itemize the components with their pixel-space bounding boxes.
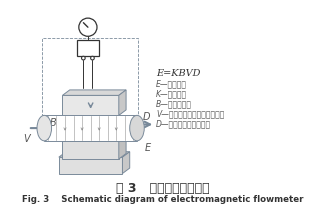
Text: E—感应电势: E—感应电势 (156, 79, 187, 88)
Circle shape (82, 56, 85, 60)
Circle shape (91, 56, 94, 60)
Polygon shape (59, 157, 123, 174)
Text: D—测量管道截面的内径: D—测量管道截面的内径 (156, 119, 211, 128)
Text: E=KBVD: E=KBVD (156, 69, 201, 78)
Ellipse shape (37, 115, 52, 141)
Polygon shape (62, 135, 126, 141)
Polygon shape (123, 152, 130, 174)
Text: K—仪表常数: K—仪表常数 (156, 89, 187, 98)
Text: V: V (23, 134, 30, 144)
Text: B: B (50, 118, 57, 128)
Text: D: D (142, 112, 150, 122)
Polygon shape (119, 135, 126, 159)
Circle shape (79, 18, 97, 36)
Text: E: E (145, 143, 151, 153)
Text: 图 3   电磁流量计原理图: 图 3 电磁流量计原理图 (116, 182, 209, 195)
Polygon shape (44, 115, 137, 141)
Polygon shape (62, 90, 126, 95)
Polygon shape (62, 95, 119, 115)
Polygon shape (59, 152, 130, 157)
Text: B—磁感应强度: B—磁感应强度 (156, 99, 192, 108)
Ellipse shape (130, 115, 144, 141)
Polygon shape (119, 90, 126, 115)
Polygon shape (62, 141, 119, 159)
Polygon shape (77, 40, 99, 56)
Text: >: > (82, 41, 94, 55)
Text: Fig. 3    Schematic diagram of electromagnetic flowmeter: Fig. 3 Schematic diagram of electromagne… (22, 195, 303, 204)
Text: V—测量管道截面内的平均流速: V—测量管道截面内的平均流速 (156, 109, 225, 118)
